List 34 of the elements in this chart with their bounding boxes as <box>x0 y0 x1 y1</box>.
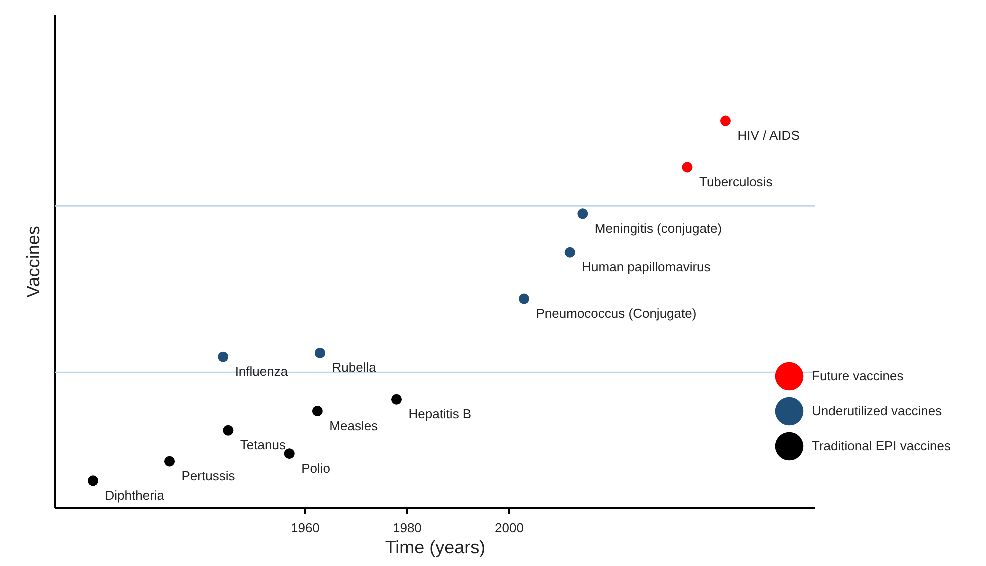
x-tick-label: 1980 <box>392 520 422 536</box>
point <box>720 116 731 126</box>
annotation: Tuberculosis <box>699 174 774 190</box>
annotation: Meningitis (conjugate) <box>594 220 722 236</box>
annotation: HIV / AIDS <box>738 128 800 144</box>
annotation: Human papillomavirus <box>582 260 712 275</box>
point <box>88 476 98 486</box>
y-axis-title: Vaccines <box>24 226 44 298</box>
point <box>223 425 234 436</box>
point <box>392 394 402 405</box>
point <box>314 348 326 358</box>
annotation: Measles <box>330 418 379 434</box>
annotation: Diphtheria <box>105 488 166 503</box>
point <box>519 294 530 304</box>
point <box>682 162 693 173</box>
legend-label: Underutilized vaccines <box>812 404 943 418</box>
annotation: Tetanus <box>240 438 286 453</box>
annotation: Rubella <box>332 360 378 376</box>
annotation: Influenza <box>235 364 289 380</box>
annotation: Hepatitis B <box>408 406 472 422</box>
legend-label: Traditional EPI vaccines <box>812 438 952 454</box>
point <box>564 247 576 258</box>
annotation: Polio <box>302 460 331 476</box>
point <box>284 448 295 460</box>
point <box>164 456 176 467</box>
x-tick-label: 2000 <box>495 520 524 536</box>
annotation: Pneumococcus (Conjugate) <box>536 306 697 322</box>
point <box>312 406 323 416</box>
point <box>218 352 229 362</box>
legend-label: Future vaccines <box>812 368 904 384</box>
x-tick-label: 1960 <box>290 520 320 536</box>
x-axis-title: Time (years) <box>385 538 486 558</box>
annotation: Pertussis <box>182 468 236 484</box>
point <box>578 208 588 220</box>
